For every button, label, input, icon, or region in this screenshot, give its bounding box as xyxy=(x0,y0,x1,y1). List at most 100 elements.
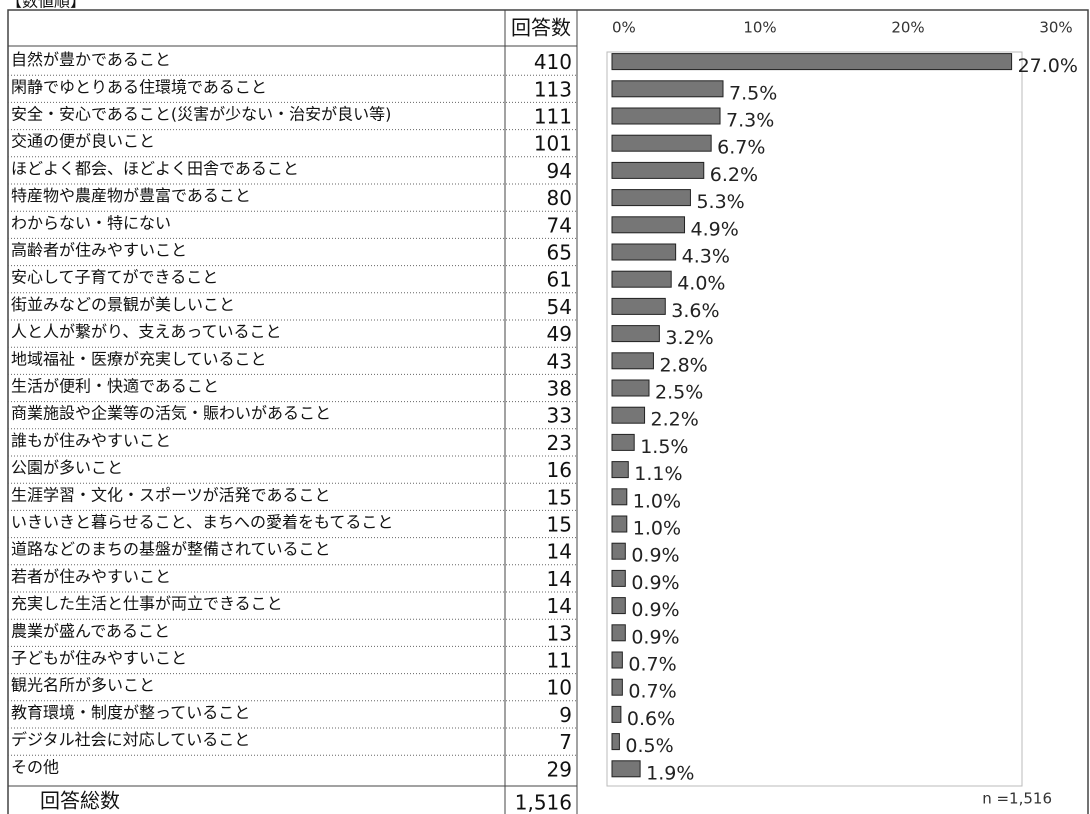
bar xyxy=(611,433,635,451)
bar xyxy=(611,542,626,560)
count: 14 xyxy=(547,594,572,618)
bar xyxy=(611,515,628,533)
count: 111 xyxy=(534,105,572,129)
value-label: 3.6% xyxy=(671,300,719,322)
value-label: 1.1% xyxy=(634,463,682,485)
count: 65 xyxy=(547,241,572,265)
bar xyxy=(611,406,646,424)
bar xyxy=(611,705,622,723)
category-label: 充実した生活と仕事が両立できること xyxy=(11,594,283,613)
count: 14 xyxy=(547,540,572,564)
value-label: 6.7% xyxy=(717,137,765,159)
bar xyxy=(611,53,1013,71)
value-label: 1.0% xyxy=(633,518,681,540)
count: 49 xyxy=(547,322,572,346)
category-label: 安心して子育てができること xyxy=(11,268,218,287)
count: 43 xyxy=(547,349,572,373)
count: 113 xyxy=(534,77,572,101)
count: 23 xyxy=(547,431,572,455)
category-label: 特産物や農産物が豊富であること xyxy=(11,186,251,205)
category-label: 子どもが住みやすいこと xyxy=(11,649,187,668)
value-label: 6.2% xyxy=(710,164,758,186)
count: 29 xyxy=(547,757,572,781)
count: 94 xyxy=(547,159,572,183)
bar xyxy=(611,488,628,506)
value-label: 7.3% xyxy=(726,110,774,132)
category-label: 商業施設や企業等の活気・賑わいがあること xyxy=(11,404,331,423)
value-label: 27.0% xyxy=(1018,55,1078,77)
total-value: 1,516 xyxy=(515,791,572,814)
value-label: 1.5% xyxy=(640,436,688,458)
bar xyxy=(611,678,623,696)
value-label: 4.3% xyxy=(682,246,730,268)
plot-frame xyxy=(606,51,1023,787)
value-label: 0.9% xyxy=(631,599,679,621)
value-label: 4.9% xyxy=(691,218,739,240)
category-label: わからない・特にない xyxy=(11,213,171,232)
value-label: 3.2% xyxy=(665,327,713,349)
category-label: 教育環境・制度が整っていること xyxy=(11,703,250,722)
category-label: 高齢者が住みやすいこと xyxy=(11,241,187,260)
count: 14 xyxy=(547,567,572,591)
count: 80 xyxy=(547,186,572,210)
category-label: 自然が豊かであること xyxy=(11,50,171,69)
category-label: 公園が多いこと xyxy=(11,458,123,477)
x-tick-label: 10% xyxy=(743,19,776,37)
category-label: ほどよく都会、ほどよく田舎であること xyxy=(11,159,299,178)
count: 11 xyxy=(547,649,572,673)
count: 61 xyxy=(547,268,572,292)
category-label: デジタル社会に対応していること xyxy=(11,730,250,749)
category-label: 交通の便が良いこと xyxy=(11,132,155,151)
bar xyxy=(611,297,666,315)
bar xyxy=(611,216,686,234)
x-tick-label: 20% xyxy=(891,19,924,37)
chart-title: 【数値順】 xyxy=(6,0,86,11)
bar xyxy=(611,624,626,642)
bar xyxy=(611,161,705,179)
category-label: 安全・安心であること(災害が少ない・治安が良い等) xyxy=(11,105,391,124)
x-tick-label: 0% xyxy=(612,19,636,37)
category-label: 若者が住みやすいこと xyxy=(11,567,171,586)
count: 10 xyxy=(547,676,572,700)
count: 33 xyxy=(547,404,572,428)
bar xyxy=(611,569,626,587)
category-label: 道路などのまちの基盤が整備されていること xyxy=(11,540,331,559)
value-label: 0.5% xyxy=(625,735,673,757)
value-label: 0.9% xyxy=(631,545,679,567)
value-label: 0.9% xyxy=(631,572,679,594)
count: 15 xyxy=(547,513,572,537)
x-tick-label: 30% xyxy=(1039,19,1072,37)
value-label: 2.2% xyxy=(651,409,699,431)
bar xyxy=(611,733,620,751)
category-label: 地域福祉・医療が充実していること xyxy=(11,349,267,368)
category-label: 誰もが住みやすいこと xyxy=(11,431,171,450)
table-frame xyxy=(7,9,1089,814)
value-label: 7.5% xyxy=(729,82,777,104)
value-label: 5.3% xyxy=(696,191,744,213)
value-label: 4.0% xyxy=(677,273,725,295)
value-label: 1.0% xyxy=(633,490,681,512)
category-label: 閑静でゆとりある住環境であること xyxy=(11,77,267,96)
count: 15 xyxy=(547,485,572,509)
bar xyxy=(611,760,641,778)
count: 38 xyxy=(547,377,572,401)
count: 74 xyxy=(547,213,572,237)
value-label: 0.9% xyxy=(631,626,679,648)
bar xyxy=(611,80,724,98)
count: 13 xyxy=(547,621,572,645)
value-label: 0.7% xyxy=(628,654,676,676)
category-label: 生活が便利・快適であること xyxy=(11,377,219,396)
value-label: 2.5% xyxy=(655,382,703,404)
count-header: 回答数 xyxy=(511,16,571,40)
bar xyxy=(611,270,672,288)
category-label: その他 xyxy=(11,757,59,776)
count: 410 xyxy=(534,50,572,74)
bar xyxy=(611,189,691,207)
value-label: 0.6% xyxy=(627,708,675,730)
count: 54 xyxy=(547,295,572,319)
bar xyxy=(611,134,712,152)
value-label: 2.8% xyxy=(659,354,707,376)
category-label: 農業が盛んであること xyxy=(11,621,170,640)
bar xyxy=(611,379,650,397)
